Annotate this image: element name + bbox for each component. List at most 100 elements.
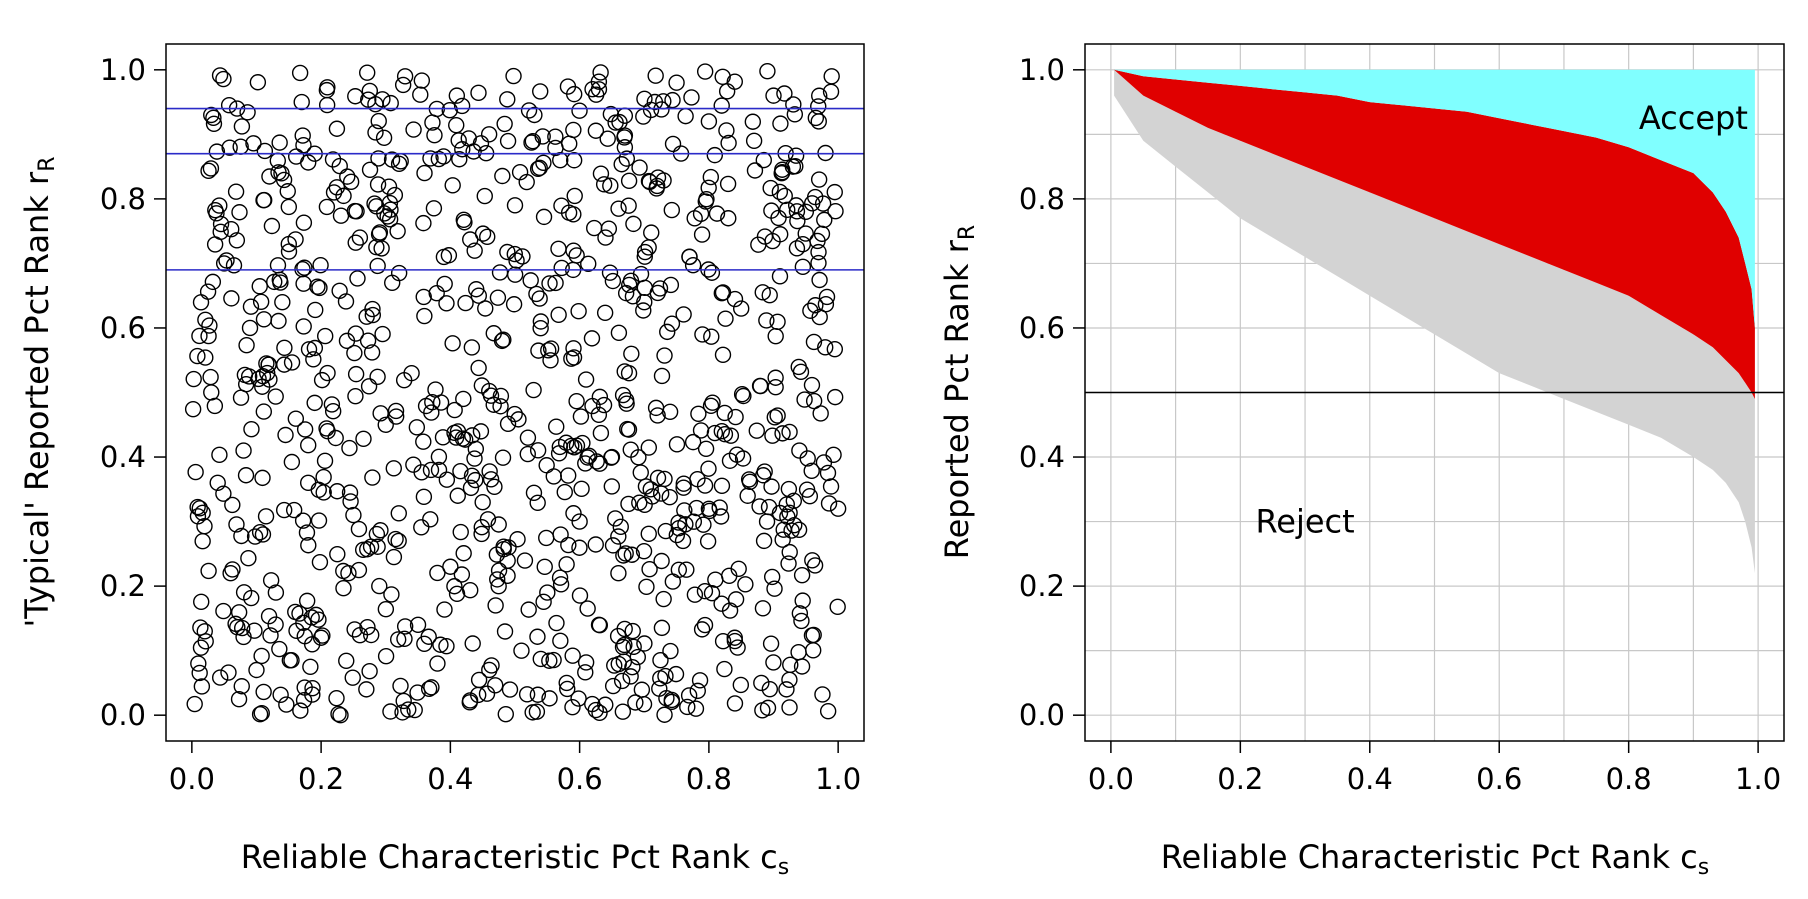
scatter-point (347, 325, 365, 342)
y-tick-label: 0.4 (100, 440, 146, 474)
scatter-point (595, 176, 613, 193)
scatter-point (373, 240, 390, 257)
scatter-point (781, 543, 798, 561)
scatter-point (231, 204, 248, 221)
scatter-point (505, 296, 523, 313)
scatter-point (442, 558, 459, 575)
scatter-point (531, 290, 548, 307)
scatter-point (232, 389, 250, 406)
scatter-point (755, 532, 773, 550)
y-tick-label: 0.2 (1019, 569, 1065, 603)
scatter-point (430, 448, 448, 465)
scatter-point (691, 672, 709, 689)
scatter-point (696, 63, 714, 80)
scatter-point (455, 545, 472, 562)
scatter-point (727, 591, 745, 608)
scatter-point (518, 686, 536, 703)
scatter-point (505, 67, 522, 85)
scatter-point (565, 206, 582, 223)
scatter-point (807, 109, 825, 127)
scatter-point (224, 496, 241, 514)
x-tick-label: 0.4 (1347, 762, 1393, 796)
scatter-point (636, 243, 654, 261)
scatter-point (539, 584, 556, 601)
x-tick-label: 0.2 (1217, 762, 1263, 796)
scatter-point (686, 210, 703, 227)
scatter-point (606, 657, 623, 674)
x-tick-label: 0.6 (557, 762, 603, 796)
scatter-point (344, 669, 361, 686)
scatter-point (806, 557, 824, 574)
scatter-point (400, 701, 417, 718)
scatter-point (758, 312, 775, 329)
scatter-point (631, 494, 648, 511)
scatter-point (552, 632, 569, 650)
scatter-point (479, 228, 496, 245)
scatter-point (529, 494, 546, 512)
scatter-point (470, 287, 487, 304)
scatter-point (588, 453, 605, 470)
scatter-point (570, 302, 587, 320)
scatter-point (745, 132, 763, 150)
scatter-point (716, 426, 734, 443)
scatter-point (587, 536, 604, 553)
scatter-point (295, 691, 313, 709)
scatter-point (233, 118, 251, 135)
scatter-point (203, 384, 220, 401)
scatter-point (524, 704, 541, 721)
scatter-point (656, 347, 673, 364)
scatter-point (658, 689, 675, 707)
scatter-point (817, 339, 834, 356)
scatter-point (197, 349, 214, 366)
scatter-point (239, 104, 256, 121)
scatter-point (383, 586, 400, 603)
scatter-point (319, 364, 336, 382)
scatter-point (708, 205, 726, 222)
scatter-point (470, 671, 488, 689)
scatter-point (797, 203, 815, 220)
scatter-point (291, 605, 308, 622)
scatter-point (200, 162, 217, 180)
uncertain-area (1114, 69, 1755, 574)
scatter-point (384, 274, 401, 291)
scatter-point (319, 79, 336, 96)
scatter-point (552, 526, 569, 543)
scatter-point (348, 203, 365, 220)
scatter-point (355, 430, 372, 448)
scatter-point (819, 702, 837, 720)
scatter-point (635, 302, 652, 319)
scatter-point (596, 304, 614, 321)
y-tick-label: 0.8 (100, 182, 146, 216)
y-tick-label: 0.0 (1019, 698, 1065, 732)
scatter-point (574, 434, 591, 452)
scatter-point (739, 487, 756, 504)
scatter-point (678, 561, 695, 578)
scatter-point (620, 197, 637, 214)
scatter-point (614, 386, 632, 404)
scatter-point (327, 429, 344, 447)
scatter-point (547, 274, 564, 292)
scatter-point (763, 202, 780, 219)
scatter-point (254, 469, 271, 487)
scatter-point (196, 623, 213, 640)
scatter-point (676, 502, 693, 519)
scatter-point (349, 270, 366, 287)
scatter-point (367, 95, 384, 113)
scatter-point (482, 471, 500, 488)
scatter-point (713, 477, 731, 494)
scatter-point (257, 508, 275, 525)
scatter-point (204, 273, 222, 291)
scatter-point (235, 584, 253, 601)
scatter-point (668, 436, 686, 453)
scatter-point (617, 545, 634, 562)
scatter-point (220, 96, 238, 114)
scatter-point (332, 207, 350, 224)
scatter-point (396, 618, 414, 635)
scatter-point (429, 655, 446, 672)
scatter-point (426, 127, 443, 144)
scatter-point (449, 487, 466, 504)
scatter-point (499, 132, 517, 150)
scatter-point (304, 686, 321, 703)
scatter-point (780, 480, 798, 498)
scatter-point (261, 168, 278, 185)
